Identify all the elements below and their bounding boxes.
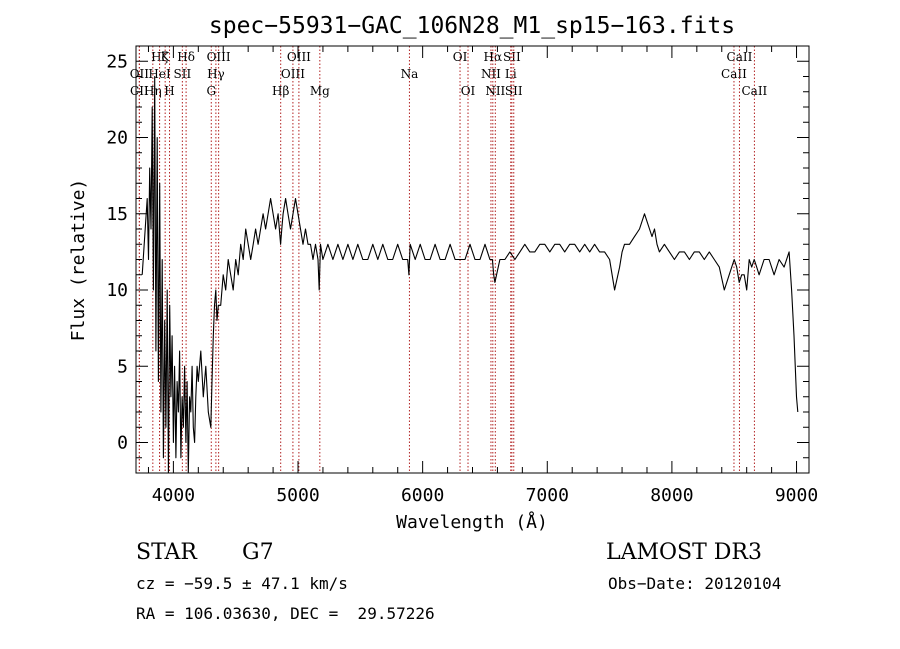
spectral-line-label: OIII — [207, 50, 231, 64]
spectral-line-label: Hδ — [177, 50, 195, 64]
x-tick-label: 5000 — [276, 485, 319, 506]
subclass: G7 — [242, 540, 274, 565]
spectral-line-label: Hγ — [207, 67, 225, 81]
flux-series-line — [141, 75, 799, 474]
spectral-line-label: SII — [174, 67, 192, 81]
spectral-line-label: HeI — [148, 67, 171, 81]
spectral-line-label: Hβ — [272, 84, 289, 98]
chart-title: spec−55931−GAC_106N28_M1_sp15−163.fits — [209, 13, 735, 39]
spectral-line-label: Hα — [484, 50, 503, 64]
redshift-cz: cz = −59.5 ± 47.1 km/s — [136, 574, 348, 593]
spectral-line-label: Na — [401, 67, 419, 81]
axis-ticks-layer: 4000 5000 6000 7000 8000 9000 0 5 10 15 20 25 — [106, 46, 818, 506]
y-tick-label: 15 — [106, 204, 128, 225]
y-tick-label: 25 — [106, 51, 128, 72]
x-axis-label: Wavelength (Å) — [396, 511, 548, 533]
x-tick-label: 4000 — [152, 485, 195, 506]
y-tick-label: 10 — [106, 280, 128, 301]
observation-date: Obs−Date: 20120104 — [608, 574, 782, 593]
x-tick-label: 8000 — [650, 485, 693, 506]
spectral-line-label: OIII — [281, 67, 305, 81]
spectral-line-label: NII — [485, 84, 505, 98]
spectral-line-label: OI — [453, 50, 468, 64]
y-tick-label: 0 — [117, 433, 128, 454]
survey-name: LAMOST DR3 — [606, 540, 762, 565]
spectral-line-label: SII — [503, 50, 521, 64]
spectral-line-label: H — [164, 84, 174, 98]
object-class: STAR — [136, 540, 197, 565]
spectral-line-label: Mg — [310, 84, 330, 98]
spectral-line-label: Hη — [144, 84, 162, 98]
coordinates: RA = 106.03630, DEC = 29.57226 — [136, 604, 435, 623]
spectral-line-label: OIII — [287, 50, 311, 64]
y-tick-label: 20 — [106, 128, 128, 149]
spectral-line-label: CII — [130, 84, 149, 98]
x-tick-label: 6000 — [401, 485, 444, 506]
y-tick-label: 5 — [117, 356, 128, 377]
y-axis-label: Flux (relative) — [68, 179, 89, 342]
x-tick-label: 9000 — [775, 485, 818, 506]
spectral-line-label: OII — [130, 67, 150, 81]
spectral-line-label: CaII — [721, 67, 747, 81]
spectral-line-label: CaII — [727, 50, 753, 64]
spectral-line-label: Li — [505, 67, 517, 81]
spectral-line-label: OI — [461, 84, 476, 98]
spectral-line-label: G — [206, 84, 216, 98]
spectral-lines-layer: CIIOIIHηHζHeIKHSIIHδGHγOIIIHβOIIIOIIIMgN… — [130, 46, 768, 473]
spectral-line-label: SII — [505, 84, 523, 98]
spectral-line-label: CaII — [741, 84, 767, 98]
spectral-line-label: K — [161, 50, 171, 64]
x-tick-label: 7000 — [526, 485, 569, 506]
plot-frame — [135, 45, 810, 474]
spectral-line-label: NII — [481, 67, 501, 81]
